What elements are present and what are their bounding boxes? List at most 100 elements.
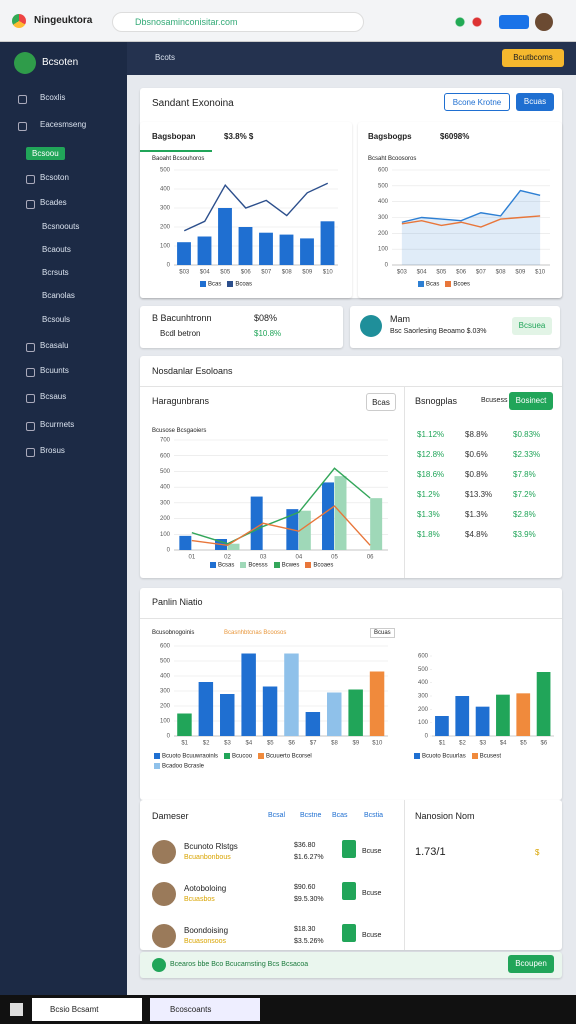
y-tick-label: 200 (160, 704, 171, 710)
y-tick-label: 600 (160, 453, 171, 459)
url-bar[interactable]: Dbsnosaminconisitar.com (112, 12, 364, 32)
side-item[interactable]: Bcades (40, 198, 67, 207)
footer-icon (152, 958, 166, 972)
tab[interactable]: Bagsbogps (368, 132, 412, 141)
y-tick-label: 200 (160, 225, 171, 231)
y-tick-label: 100 (418, 720, 429, 726)
button[interactable]: Bcas (366, 393, 396, 411)
y-tick-label: 500 (418, 667, 429, 673)
divider (140, 618, 562, 619)
y-tick-label: 100 (378, 247, 389, 253)
x-tick-label: $07 (476, 270, 487, 276)
bar (369, 671, 385, 736)
stat-title: Mam (390, 314, 410, 324)
y-tick-label: 400 (160, 674, 171, 680)
legend-swatch (418, 281, 424, 288)
panel-b: Bagsbogps $6098% Bcsaht Bcoosoros 0 100 20… (358, 122, 562, 298)
item-tag[interactable]: Bcuse (362, 932, 382, 939)
side-item[interactable]: Eacesmseng (40, 120, 87, 129)
bar (177, 713, 192, 736)
x-tick-label: $10 (323, 270, 334, 276)
button[interactable]: Bcoupen (508, 955, 554, 973)
side-item[interactable]: Bcaouts (42, 245, 71, 254)
item-sub: Bcuasbos (184, 896, 215, 903)
y-tick-label: 500 (160, 659, 171, 665)
side-item[interactable]: Bcsoou (26, 147, 65, 160)
stat-title: B Bacunhtronn (152, 313, 212, 323)
y-tick-label: 0 (385, 263, 389, 269)
legend-label: Bcucoo (232, 754, 253, 760)
item-avatar (152, 924, 176, 948)
side-item[interactable]: Bcsouls (42, 315, 71, 324)
legend-label: Bcoaes (313, 563, 334, 569)
x-tick-label: $2 (203, 741, 210, 747)
line (401, 189, 541, 223)
search-box[interactable]: Bcsio Bcsamt (32, 998, 142, 1021)
side-item[interactable]: Bcurrnets (40, 420, 75, 429)
tab[interactable]: $3.8% $ (224, 132, 254, 141)
y-tick-label: 300 (378, 215, 389, 221)
app[interactable]: Bcoscoants (150, 998, 260, 1021)
item-delta: $1.6.27% (294, 854, 324, 861)
side-item[interactable]: Bcanolas (42, 291, 75, 300)
x-tick-label: $07 (261, 270, 272, 276)
search[interactable]: Bcots (155, 53, 176, 62)
legend: Bcsas Bcesss Bcwes Bcoaes (210, 559, 339, 569)
x-tick-label: 01 (188, 555, 195, 561)
side-icon (26, 175, 35, 184)
performance-section: Panlin Niatio Bcusobnogoinis Bcasnhbtcna… (140, 588, 562, 800)
side-item[interactable]: Bcasalu (40, 341, 69, 350)
card-title: Haragunbrans (152, 396, 210, 406)
side-item[interactable]: Brosus (40, 446, 65, 455)
y-tick-label: 700 (160, 438, 171, 444)
tab[interactable]: Bagsbopan (152, 132, 196, 141)
side-item[interactable]: Bcrsuts (42, 268, 69, 277)
item-tag[interactable]: Bcuse (362, 890, 382, 897)
button[interactable]: Bcuas (516, 93, 554, 111)
list-tab[interactable]: Bcstne (300, 812, 322, 819)
legend-swatch (154, 763, 160, 770)
ext-icons (455, 17, 495, 27)
list-tab[interactable]: Bcstia (364, 812, 384, 819)
legend-label: Bcsas (218, 563, 235, 569)
side-item[interactable]: Bcoxlis (40, 93, 66, 102)
side-item[interactable]: Bcuunts (40, 366, 69, 375)
legend-swatch (445, 281, 452, 288)
button[interactable]: Bosinect (509, 392, 553, 410)
chart: 0 100 200 300 400 500 600 700 01 02 03 04 05 06 (160, 438, 388, 561)
bar (227, 543, 240, 550)
item-name: Boondoising (184, 926, 229, 935)
bar (198, 682, 214, 736)
side-icon (26, 200, 35, 209)
side-icon (26, 448, 35, 457)
panel-a: Bagsbopan $3.8% $ Baoaht Bcsouhoros 0 100… (140, 122, 352, 298)
tab[interactable]: $6098% (440, 132, 470, 141)
x-tick-label: $3 (224, 741, 231, 747)
y-tick-label: 400 (160, 485, 171, 491)
x-tick-label: $8 (331, 741, 338, 747)
button[interactable]: Bcone Krotne (444, 93, 510, 111)
legend: Bcas Bcoes (418, 278, 476, 288)
x-tick-label: $1 (181, 741, 188, 747)
bar (179, 535, 192, 550)
side-icon (26, 394, 35, 403)
footer-bar: Bcearos bbe Bco Bcucarnsting Bcs Bcsacoa… (140, 952, 562, 978)
bar (238, 227, 253, 265)
stat-text: Bsc Saorlesing Beoamo $.03% (390, 328, 487, 335)
list-tab[interactable]: Bcsal (268, 812, 286, 819)
y-tick-label: 300 (160, 206, 171, 212)
side-item[interactable]: Bcsnoouts (42, 222, 80, 231)
item-tag[interactable]: Bcuse (362, 848, 382, 855)
list-tab[interactable]: Bcas (332, 812, 348, 819)
button[interactable]: Bcsuea (512, 317, 552, 335)
table-cell: $0.6% (465, 450, 488, 459)
x-tick-label: $09 (302, 270, 313, 276)
account-button[interactable]: Bcutbcoms (502, 49, 564, 67)
legend: Bcuoto Bcuuwraoinls Bcucoo Bcuuerto Bcorse… (154, 750, 364, 770)
x-tick-label: $04 (417, 270, 428, 276)
x-tick-label: $08 (496, 270, 507, 276)
side-item[interactable]: Bcsaus (40, 392, 67, 401)
area (401, 190, 541, 265)
logo (12, 14, 26, 28)
side-item[interactable]: Bcsoton (40, 173, 69, 182)
